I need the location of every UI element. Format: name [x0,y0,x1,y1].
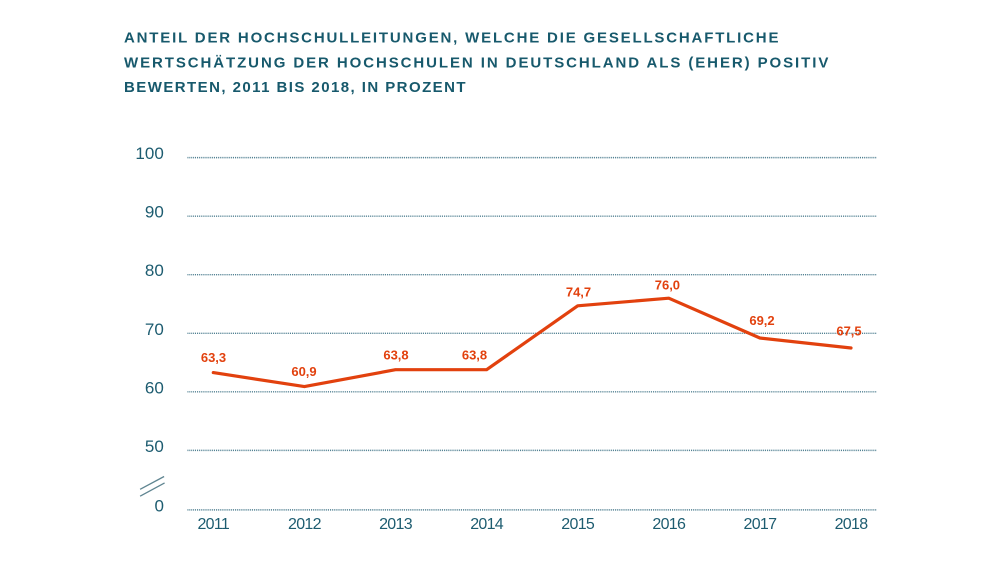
svg-text:ANTEIL DER HOCHSCHULLEITUNGEN,: ANTEIL DER HOCHSCHULLEITUNGEN, WELCHE DI… [124,29,780,46]
svg-text:2015: 2015 [561,516,595,533]
svg-text:2013: 2013 [379,516,413,533]
svg-text:69,2: 69,2 [749,313,774,328]
svg-text:70: 70 [145,320,164,339]
svg-text:2012: 2012 [288,516,322,533]
svg-text:60: 60 [145,378,164,397]
svg-text:63,3: 63,3 [201,350,226,365]
svg-text:BEWERTEN, 2011 BIS 2018, IN PR: BEWERTEN, 2011 BIS 2018, IN PROZENT [124,79,467,96]
svg-text:2014: 2014 [470,516,504,533]
svg-text:74,7: 74,7 [566,285,591,300]
svg-text:WERTSCHÄTZUNG DER HOCHSCHULEN: WERTSCHÄTZUNG DER HOCHSCHULEN IN DEUTSCH… [124,54,830,71]
svg-text:2018: 2018 [835,516,869,533]
svg-text:80: 80 [145,261,164,280]
svg-text:100: 100 [135,144,163,163]
svg-text:63,8: 63,8 [462,348,487,363]
svg-text:2011: 2011 [197,516,229,533]
svg-text:2016: 2016 [652,516,686,533]
svg-text:50: 50 [145,437,164,456]
svg-text:90: 90 [145,203,164,222]
svg-text:0: 0 [155,496,164,515]
svg-text:63,8: 63,8 [383,348,408,363]
svg-text:67,5: 67,5 [836,324,861,339]
svg-text:60,9: 60,9 [291,364,316,379]
svg-text:76,0: 76,0 [655,278,680,293]
svg-text:2017: 2017 [744,516,778,533]
